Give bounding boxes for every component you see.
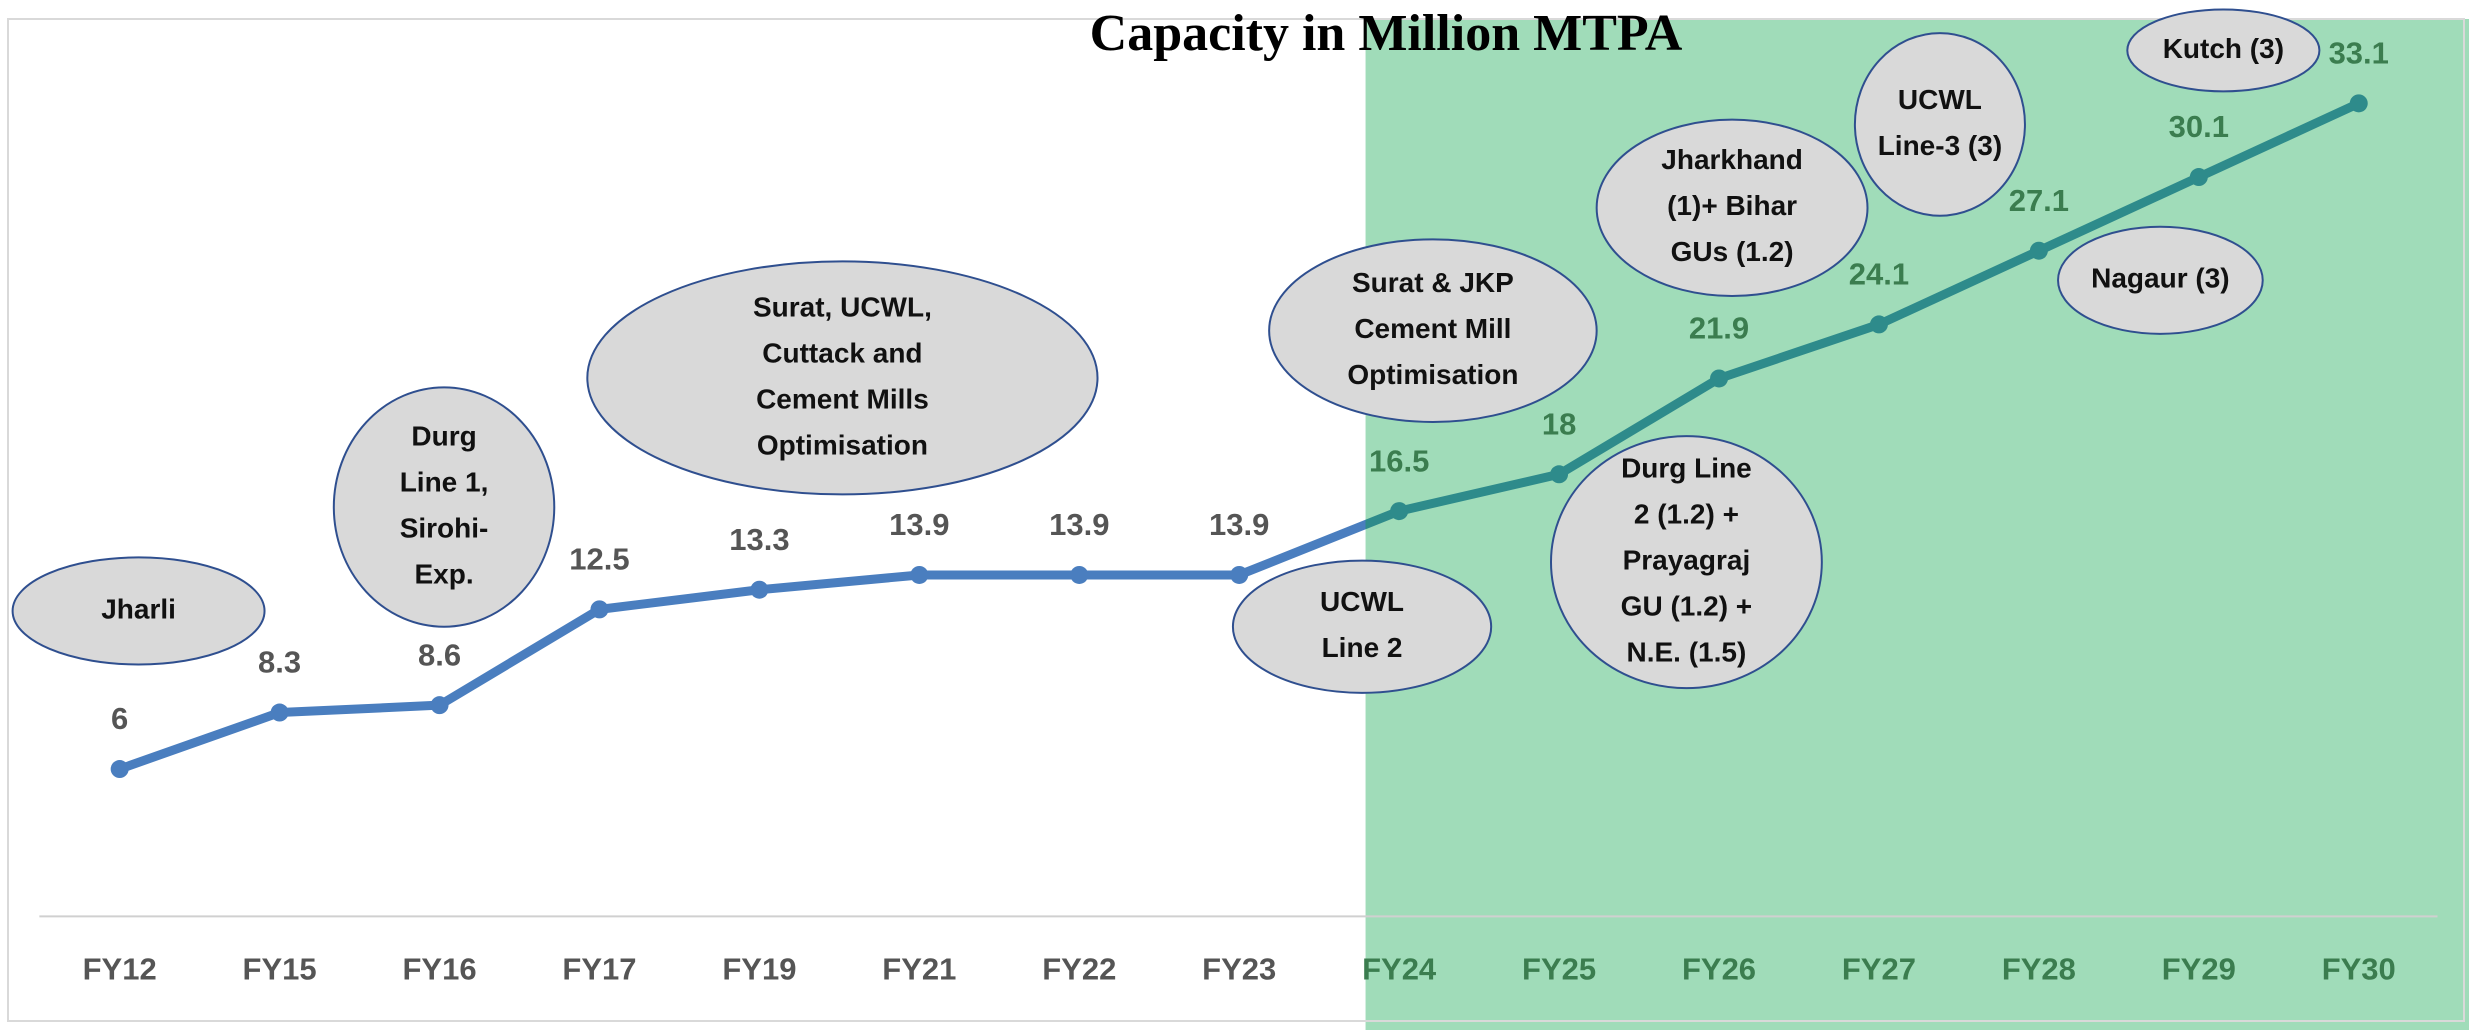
annotation: Jharli [11, 556, 266, 666]
annotation-text: UCWL [1320, 586, 1404, 617]
x-tick-label: FY26 [1682, 952, 1756, 987]
annotation: Durg Line 1, Sirohi- Exp. [332, 386, 556, 628]
x-tick-label: FY30 [2322, 952, 2396, 987]
annotation-text: Line 2 [1322, 632, 1403, 663]
annotation-text: Surat, UCWL, [753, 291, 932, 322]
annotation-text: Line 1, [400, 466, 489, 497]
value-label: 33.1 [2329, 36, 2389, 71]
data-point [1869, 315, 1888, 334]
annotation-bubble [1549, 435, 1823, 690]
annotation-bubble [1231, 559, 1493, 694]
data-point [270, 703, 289, 722]
annotation-text: Cuttack and [762, 337, 922, 368]
data-point [1070, 565, 1089, 584]
annotation-text: GU (1.2) + [1621, 591, 1752, 622]
x-tick-label: FY16 [402, 952, 476, 987]
plot: FY12 FY15 FY16 FY17 FY19 FY21 FY22 FY23 FY24 FY25… [11, 8, 2438, 987]
annotation-bubble [1595, 118, 1869, 298]
annotation-text: Sirohi- [400, 512, 489, 543]
data-point [2029, 241, 2048, 260]
data-point [1230, 565, 1249, 584]
data-point [2189, 168, 2208, 187]
annotation-bubble [332, 386, 556, 628]
annotation-text: 2 (1.2) + [1634, 499, 1739, 530]
value-label: 16.5 [1369, 443, 1429, 478]
x-tick-label: FY23 [1202, 952, 1276, 987]
annotation-bubble [1268, 238, 1598, 423]
x-tick-label: FY21 [882, 952, 956, 987]
annotation: Durg Line 2 (1.2) + Prayagraj GU (1.2) + N.E… [1549, 435, 1823, 690]
value-label: 12.5 [569, 542, 629, 577]
data-point [1710, 369, 1729, 388]
value-label: 30.1 [2169, 109, 2229, 144]
annotation-text: Optimisation [757, 429, 928, 460]
annotation-text: Kutch (3) [2163, 33, 2284, 64]
data-point [590, 600, 609, 619]
x-tick-label: FY15 [243, 952, 317, 987]
annotation-text: (1)+ Bihar [1667, 190, 1797, 221]
data-point [2349, 94, 2368, 113]
annotation: UCWL Line-3 (3) [1853, 32, 2026, 217]
data-point [1550, 465, 1569, 484]
value-label: 13.9 [889, 507, 949, 542]
data-point [1390, 502, 1409, 521]
annotation-text: Nagaur (3) [2091, 263, 2229, 294]
annotation-text: Line-3 (3) [1878, 130, 2002, 161]
annotation-text: Surat & JKP [1352, 267, 1514, 298]
data-point [110, 760, 129, 779]
annotation-text: GUs (1.2) [1671, 236, 1794, 267]
x-tick-label: FY24 [1362, 952, 1437, 987]
data-point [750, 580, 769, 599]
value-label: 21.9 [1689, 311, 1749, 346]
x-tick-label: FY28 [2002, 952, 2076, 987]
annotation: Nagaur (3) [2057, 225, 2264, 335]
annotation-text: Durg Line [1621, 453, 1752, 484]
x-tick-label: FY25 [1522, 952, 1596, 987]
annotation-bubble [2057, 225, 2264, 335]
frame [7, 18, 2465, 1022]
value-label: 13.3 [729, 522, 789, 557]
annotation-bubble [11, 556, 266, 666]
data-point [910, 565, 929, 584]
x-tick-label: FY12 [83, 952, 157, 987]
annotation-bubble [586, 260, 1099, 496]
annotation: Surat, UCWL, Cuttack and Cement Mills Optim… [586, 260, 1099, 496]
annotation-text: Cement Mills [756, 383, 929, 414]
value-label: 13.9 [1049, 507, 1109, 542]
value-label: 13.9 [1209, 507, 1269, 542]
value-label: 8.3 [258, 645, 301, 680]
annotation-text: Prayagraj [1623, 545, 1751, 576]
data-point [430, 696, 449, 715]
value-label: 18 [1542, 406, 1576, 441]
annotation-bubble [2126, 8, 2321, 93]
annotation-text: Optimisation [1347, 359, 1518, 390]
annotation-text: Jharkhand [1661, 144, 1803, 175]
chart-title: Capacity in Million MTPA [1090, 5, 1683, 62]
annotation-text: UCWL [1898, 84, 1982, 115]
annotation: Jharkhand (1)+ Bihar GUs (1.2) [1595, 118, 1869, 298]
x-tick-label: FY19 [722, 952, 796, 987]
annotation-text: Jharli [101, 593, 176, 624]
annotation-text: Cement Mill [1354, 313, 1511, 344]
annotation: Kutch (3) [2126, 8, 2321, 93]
annotation: Surat & JKP Cement Mill Optimisation [1268, 238, 1598, 423]
value-label: 6 [111, 701, 128, 736]
x-tick-label: FY27 [1842, 952, 1916, 987]
x-tick-label: FY22 [1042, 952, 1116, 987]
value-label: 27.1 [2009, 183, 2069, 218]
value-label: 8.6 [418, 637, 461, 672]
value-label: 24.1 [1849, 257, 1909, 292]
annotation-text: Durg [411, 420, 476, 451]
annotation-bubble [1853, 32, 2026, 217]
x-tick-label: FY17 [562, 952, 636, 987]
x-tick-label: FY29 [2162, 952, 2236, 987]
annotation: UCWL Line 2 [1231, 559, 1493, 694]
annotation-text: N.E. (1.5) [1627, 637, 1747, 668]
annotation-text: Exp. [414, 558, 473, 589]
